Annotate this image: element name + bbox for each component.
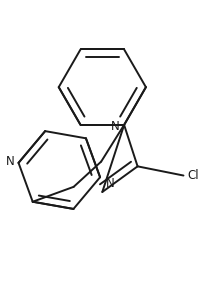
Text: N: N bbox=[106, 177, 115, 190]
Text: Cl: Cl bbox=[187, 169, 198, 182]
Text: N: N bbox=[111, 120, 120, 133]
Text: N: N bbox=[6, 155, 14, 168]
